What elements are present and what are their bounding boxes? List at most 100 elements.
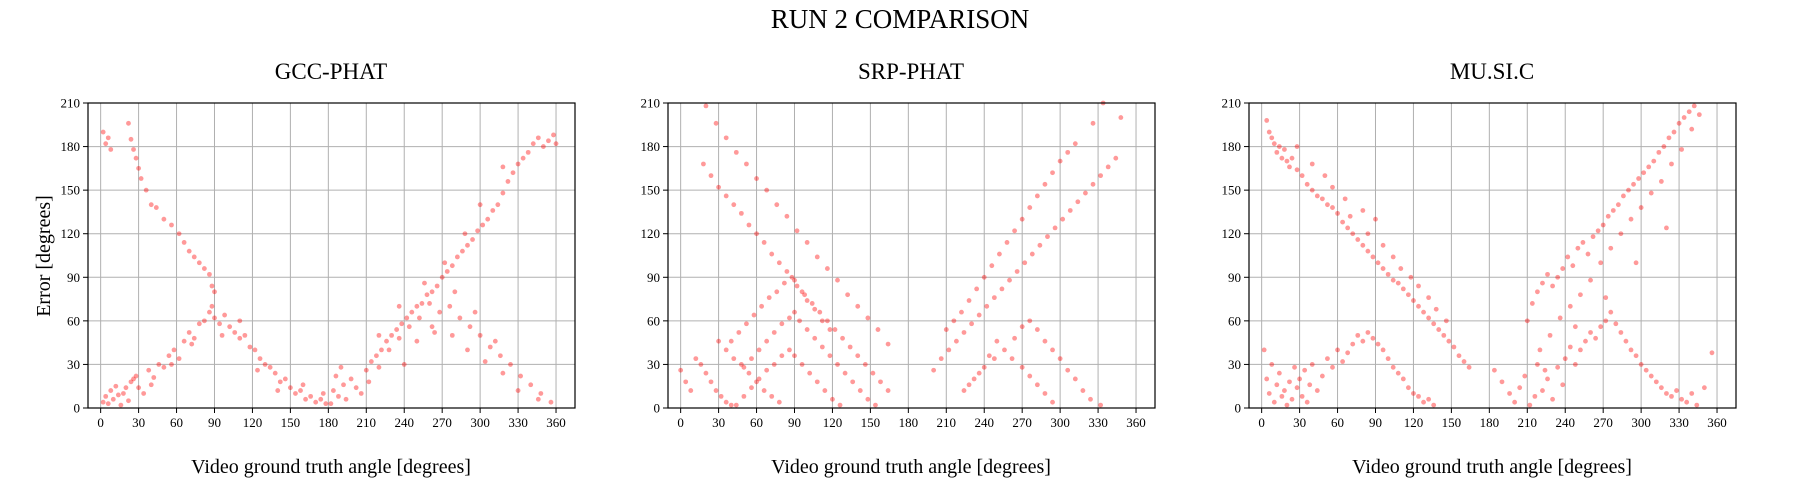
- data-point: [1643, 367, 1649, 373]
- data-point: [394, 327, 400, 332]
- data-point: [794, 283, 800, 289]
- data-point: [480, 222, 486, 228]
- data-point: [1373, 216, 1378, 222]
- data-point: [404, 315, 410, 321]
- data-point: [1517, 385, 1523, 391]
- data-point: [1019, 216, 1025, 222]
- axes-frame: [1248, 102, 1737, 409]
- data-point: [814, 379, 820, 385]
- data-point: [417, 315, 422, 321]
- data-point: [1304, 181, 1310, 187]
- data-point: [974, 286, 980, 292]
- data-point: [156, 362, 162, 367]
- data-point: [804, 327, 810, 332]
- data-point: [207, 309, 212, 315]
- data-point: [161, 216, 167, 222]
- data-point: [255, 367, 260, 373]
- data-point: [688, 388, 694, 393]
- data-point: [465, 242, 470, 248]
- data-point: [716, 338, 721, 344]
- data-point: [951, 318, 957, 324]
- y-tick-label: 180: [61, 139, 81, 154]
- data-point: [1421, 399, 1426, 405]
- x-tick-label: 30: [132, 415, 145, 430]
- data-point: [153, 205, 159, 210]
- data-point: [505, 179, 511, 184]
- data-point: [789, 274, 795, 280]
- data-point: [1098, 402, 1104, 408]
- data-point: [1433, 306, 1439, 312]
- data-point: [535, 135, 541, 141]
- data-point: [827, 353, 833, 359]
- data-point: [333, 373, 339, 379]
- data-point: [131, 147, 136, 152]
- data-point: [495, 202, 501, 208]
- y-tick-label: 180: [1222, 139, 1242, 154]
- data-point: [1395, 370, 1401, 376]
- data-point: [219, 332, 225, 338]
- panel-title: MU.SI.C: [1450, 59, 1534, 84]
- data-point: [406, 324, 412, 330]
- data-point: [419, 301, 425, 306]
- data-point: [1416, 303, 1421, 309]
- data-point: [267, 364, 273, 370]
- data-point: [1446, 338, 1452, 344]
- data-point: [1567, 303, 1573, 309]
- data-point: [143, 187, 149, 193]
- data-point: [341, 382, 346, 388]
- x-axis-label: Video ground truth angle [degrees]: [191, 456, 471, 478]
- figure-title: RUN 2 COMPARISON: [771, 4, 1030, 34]
- data-point: [374, 353, 379, 359]
- data-point: [1572, 362, 1578, 367]
- data-point: [1395, 280, 1401, 286]
- data-point: [1648, 190, 1654, 196]
- data-point: [1276, 144, 1282, 149]
- data-point: [242, 332, 248, 338]
- data-point: [212, 315, 217, 321]
- data-point: [1345, 225, 1351, 231]
- data-point: [353, 385, 359, 391]
- data-point: [1545, 271, 1550, 277]
- data-point: [1588, 277, 1593, 283]
- data-point: [100, 129, 106, 135]
- data-point: [1034, 382, 1040, 388]
- data-point: [835, 362, 840, 367]
- data-point: [330, 388, 336, 393]
- x-tick-label: 240: [394, 415, 414, 430]
- data-point: [1057, 158, 1063, 164]
- data-point: [938, 356, 944, 362]
- data-point: [1370, 335, 1376, 341]
- data-point: [272, 370, 278, 376]
- y-tick-label: 30: [647, 357, 660, 372]
- x-tick-label: 0: [677, 415, 684, 430]
- data-point: [1279, 155, 1285, 161]
- data-point: [379, 347, 384, 353]
- data-point: [1266, 129, 1272, 135]
- data-point: [133, 155, 139, 161]
- data-point: [103, 141, 109, 147]
- data-point: [1641, 170, 1647, 176]
- data-point: [500, 164, 506, 170]
- data-point: [1375, 260, 1381, 266]
- data-point: [1658, 385, 1664, 391]
- data-point: [492, 338, 498, 344]
- data-point: [131, 376, 136, 382]
- data-point: [1034, 327, 1040, 332]
- data-point: [442, 260, 448, 266]
- y-axis-label: Error [degrees]: [33, 195, 55, 317]
- data-point: [201, 266, 207, 271]
- data-point: [520, 155, 526, 161]
- data-point: [1299, 393, 1305, 399]
- data-point: [807, 370, 813, 376]
- y-tick-label: 120: [641, 226, 661, 241]
- data-point: [1572, 324, 1578, 330]
- data-point: [1664, 391, 1669, 396]
- data-point: [1002, 347, 1007, 353]
- data-point: [1408, 274, 1414, 280]
- data-point: [427, 301, 432, 306]
- data-point: [196, 260, 202, 266]
- data-point: [1524, 318, 1530, 324]
- data-point: [237, 335, 243, 341]
- data-point: [1398, 266, 1404, 271]
- data-point: [1314, 193, 1320, 199]
